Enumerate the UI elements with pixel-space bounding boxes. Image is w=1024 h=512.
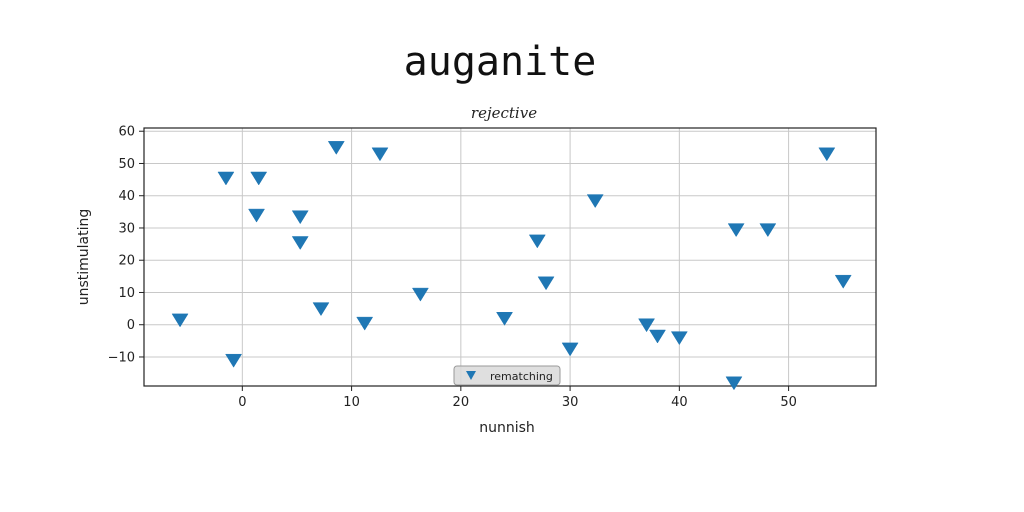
x-tick-label: 50: [780, 395, 797, 410]
data-point-marker: [312, 302, 330, 317]
chart-subtitle: rejective: [471, 104, 537, 122]
data-point-marker: [291, 210, 309, 225]
data-point-marker: [250, 171, 268, 186]
plot-frame: [143, 127, 877, 387]
data-point-marker: [725, 376, 743, 391]
legend-marker-icon: [466, 371, 476, 380]
data-point-marker: [371, 147, 389, 162]
legend-entry-label: rematching: [490, 370, 553, 383]
chart-title: auganite: [404, 39, 597, 85]
data-point-marker: [327, 141, 345, 155]
x-axis-ticks: 0 10 20 30 40 50: [238, 386, 797, 410]
y-tick-label: 50: [118, 157, 135, 172]
legend-box: [453, 365, 561, 386]
data-point-marker: [496, 312, 513, 326]
x-tick-label: 40: [671, 395, 688, 410]
y-tick-label: 10: [118, 286, 135, 301]
data-point-marker: [818, 147, 836, 162]
data-point-marker: [217, 171, 235, 186]
data-point-marker: [171, 313, 189, 328]
data-point-marker: [670, 331, 688, 346]
plot-area: 0 10 20 30 40 50 −10 0 10 20 30 40 50 60: [108, 125, 877, 410]
y-tick-label: 40: [118, 189, 135, 204]
x-axis-label: nunnish: [479, 420, 535, 436]
y-axis-label: unstimulating: [76, 209, 92, 306]
data-point-marker: [225, 353, 243, 368]
data-point-marker: [528, 234, 546, 249]
x-tick-label: 30: [562, 395, 579, 410]
data-point-marker: [561, 342, 579, 357]
data-point-marker: [586, 194, 604, 209]
data-point-marker: [411, 287, 429, 302]
data-point-marker: [356, 316, 374, 331]
data-point-marker: [727, 223, 745, 238]
y-axis-ticks: −10 0 10 20 30 40 50 60: [108, 125, 144, 365]
data-points: [171, 141, 852, 391]
y-tick-label: 60: [118, 125, 135, 140]
data-point-marker: [649, 329, 666, 344]
y-tick-label: 20: [118, 254, 135, 269]
x-tick-label: 20: [453, 395, 470, 410]
data-point-marker: [291, 236, 309, 250]
data-point-marker: [248, 208, 265, 223]
y-tick-label: −10: [108, 350, 135, 365]
data-point-marker: [537, 276, 555, 291]
data-point-marker: [834, 274, 852, 289]
data-point-marker: [759, 223, 777, 238]
data-point-marker: [638, 318, 656, 333]
y-tick-label: 0: [127, 318, 135, 333]
y-tick-label: 30: [118, 221, 135, 236]
x-tick-label: 10: [343, 395, 360, 410]
legend: rematching: [453, 365, 561, 386]
x-tick-label: 0: [238, 395, 246, 410]
grid: [144, 128, 876, 386]
